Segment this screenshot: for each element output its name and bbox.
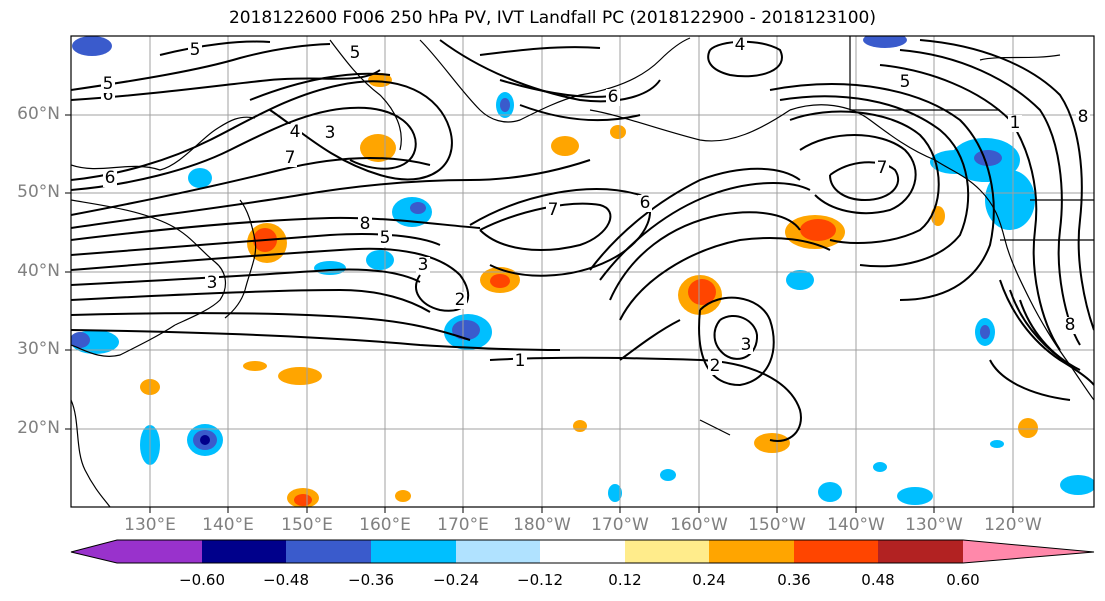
colorbar-tick-label: 0.36 bbox=[777, 571, 811, 589]
lon-label: 130°E bbox=[124, 515, 176, 535]
lat-label: 50°N bbox=[17, 182, 60, 202]
contour-label-bg bbox=[283, 150, 297, 167]
colorbar-segment bbox=[794, 540, 879, 563]
contour-label-bg bbox=[898, 74, 912, 91]
contour-label-bg bbox=[288, 124, 302, 141]
contour-label-bg bbox=[708, 358, 722, 375]
contour-label-bg bbox=[205, 275, 219, 292]
contour-label-bg bbox=[513, 353, 527, 370]
colorbar-segment bbox=[286, 540, 372, 563]
colorbar-extend-min bbox=[71, 540, 117, 563]
contour-label-bg bbox=[606, 89, 620, 106]
lon-label: 140°E bbox=[202, 515, 254, 535]
contour-label: 5 bbox=[900, 72, 911, 92]
contour-label-bg bbox=[348, 45, 362, 62]
colorbar-tick-label: −0.36 bbox=[348, 571, 394, 589]
contour-label: 6 bbox=[608, 87, 619, 107]
colorbar-segment bbox=[202, 540, 287, 563]
contour-label: 1 bbox=[1010, 113, 1021, 133]
contour-label-bg bbox=[453, 292, 467, 309]
contour-label: 1 bbox=[515, 351, 526, 371]
lon-label: 150°E bbox=[281, 515, 333, 535]
colorbar-tick-label: −0.48 bbox=[263, 571, 309, 589]
lon-label: 170°E bbox=[437, 515, 489, 535]
contour-label-bg bbox=[638, 195, 652, 212]
contour-label: 2 bbox=[455, 290, 466, 310]
colorbar-extend-max bbox=[963, 540, 1094, 563]
ivt-contours bbox=[71, 39, 1094, 442]
colorbar-tick-label: −0.12 bbox=[517, 571, 563, 589]
contour-label: 7 bbox=[877, 158, 888, 178]
contour-label: 4 bbox=[735, 35, 746, 55]
contour-label: 8 bbox=[1065, 315, 1076, 335]
lon-label: 140°W bbox=[827, 515, 885, 535]
contour-label-bg bbox=[1063, 317, 1077, 334]
lat-label: 40°N bbox=[17, 261, 60, 281]
colorbar-tick-label: 0.12 bbox=[608, 571, 642, 589]
contour-label: 6 bbox=[640, 193, 651, 213]
contour-label: 6 bbox=[103, 85, 114, 105]
contour-label: 8 bbox=[360, 214, 371, 234]
lat-label: 60°N bbox=[17, 104, 60, 124]
contour-label: 5 bbox=[103, 74, 114, 94]
contour-label: 7 bbox=[285, 148, 296, 168]
lat-label: 30°N bbox=[17, 339, 60, 359]
lon-label: 150°W bbox=[748, 515, 806, 535]
lat-lon-grid bbox=[71, 36, 1094, 507]
contour-label: 7 bbox=[548, 200, 559, 220]
colorbar-segment bbox=[878, 540, 964, 563]
contour-label-bg bbox=[358, 216, 372, 233]
contour-label-bg bbox=[1008, 115, 1022, 132]
colorbar-tick-label: 0.60 bbox=[946, 571, 980, 589]
lon-label: 180°W bbox=[513, 515, 571, 535]
colorbar-segment bbox=[709, 540, 795, 563]
contour-label: 3 bbox=[207, 273, 218, 293]
contour-label-bg bbox=[739, 337, 753, 354]
lon-label: 160°E bbox=[359, 515, 411, 535]
colorbar-tick-label: 0.48 bbox=[861, 571, 895, 589]
contour-label-bg bbox=[1076, 109, 1090, 126]
contour-label-bg bbox=[546, 202, 560, 219]
colorbar-segments bbox=[71, 540, 1094, 563]
colorbar-outline bbox=[70, 539, 1095, 564]
colorbar-segment bbox=[625, 540, 710, 563]
contour-label: 4 bbox=[290, 122, 301, 142]
colorbar-tick-label: −0.24 bbox=[433, 571, 479, 589]
lat-label: 20°N bbox=[17, 418, 60, 438]
contour-label: 6 bbox=[105, 168, 116, 188]
contour-label: 5 bbox=[380, 228, 391, 248]
contour-label-bg bbox=[733, 37, 747, 54]
contour-label: 8 bbox=[1078, 107, 1089, 127]
axis-ticks bbox=[65, 114, 1014, 513]
contour-label: 3 bbox=[418, 255, 429, 275]
contour-label: 3 bbox=[325, 123, 336, 143]
colorbar-tick-label: −0.60 bbox=[179, 571, 225, 589]
contour-label: 3 bbox=[741, 335, 752, 355]
lon-label: 120°W bbox=[984, 515, 1042, 535]
contour-label-bg bbox=[101, 76, 115, 93]
contour-label-bg bbox=[875, 160, 889, 177]
colorbar-segment bbox=[456, 540, 541, 563]
lon-label: 160°W bbox=[670, 515, 728, 535]
colorbar-segment bbox=[371, 540, 457, 563]
colorbar-tick-label: 0.24 bbox=[692, 571, 726, 589]
contour-label-bg bbox=[378, 230, 392, 247]
map-title: 2018122600 F006 250 hPa PV, IVT Landfall… bbox=[228, 8, 876, 28]
contour-label: 5 bbox=[190, 40, 201, 60]
contour-label-bg bbox=[323, 125, 337, 142]
lon-label: 170°W bbox=[591, 515, 649, 535]
colorbar-segment bbox=[540, 540, 626, 563]
contour-label-bg bbox=[188, 42, 202, 59]
contour-label: 5 bbox=[350, 43, 361, 63]
lon-label: 130°W bbox=[905, 515, 963, 535]
colorbar-segment bbox=[117, 540, 203, 563]
contour-label-bg bbox=[416, 257, 430, 274]
contour-label: 2 bbox=[710, 356, 721, 376]
contour-label-bg bbox=[103, 170, 117, 187]
